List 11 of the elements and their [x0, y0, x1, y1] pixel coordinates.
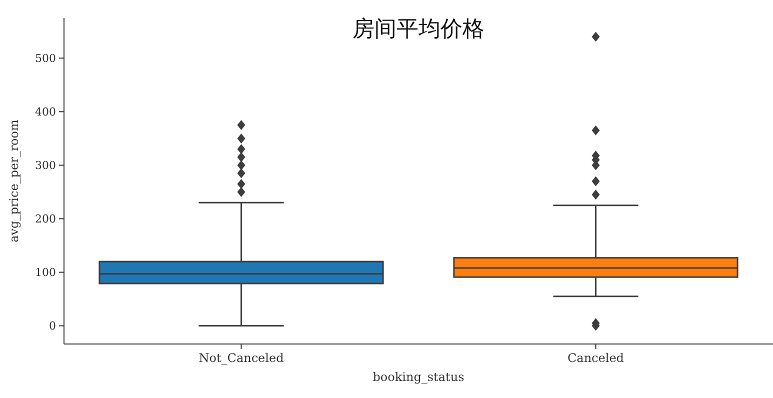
y-tick-label: 500 — [35, 52, 56, 65]
x-axis-title: booking_status — [372, 370, 464, 384]
y-axis-title: avg_price_per_room — [7, 118, 21, 242]
x-tick-label: Canceled — [567, 351, 624, 365]
y-tick-label: 0 — [49, 320, 56, 333]
y-tick-label: 200 — [35, 212, 56, 226]
chart-title: 房间平均价格 — [352, 17, 484, 42]
x-tick-label: Not_Canceled — [198, 351, 284, 365]
y-tick-label: 100 — [35, 266, 56, 280]
y-tick-label: 400 — [35, 106, 56, 119]
y-tick-label: 300 — [35, 159, 56, 172]
